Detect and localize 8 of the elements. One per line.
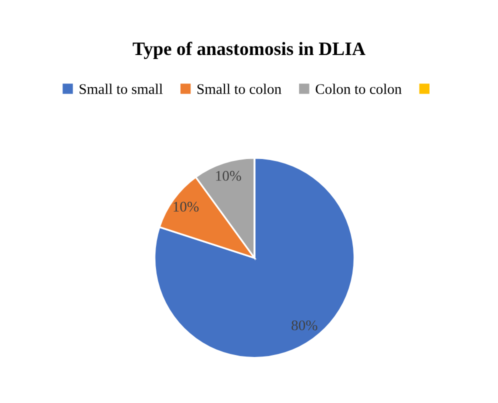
legend-label: Colon to colon (316, 84, 402, 94)
data-label: 10% (216, 170, 242, 181)
data-label: 80% (292, 320, 318, 330)
legend-label: Small to colon (197, 84, 282, 94)
data-label: 10% (174, 202, 199, 212)
chart-title: Type of anastomosis in DLIA (132, 42, 366, 59)
pie-slice (154, 157, 356, 359)
legend-label: Small to small (80, 84, 163, 94)
